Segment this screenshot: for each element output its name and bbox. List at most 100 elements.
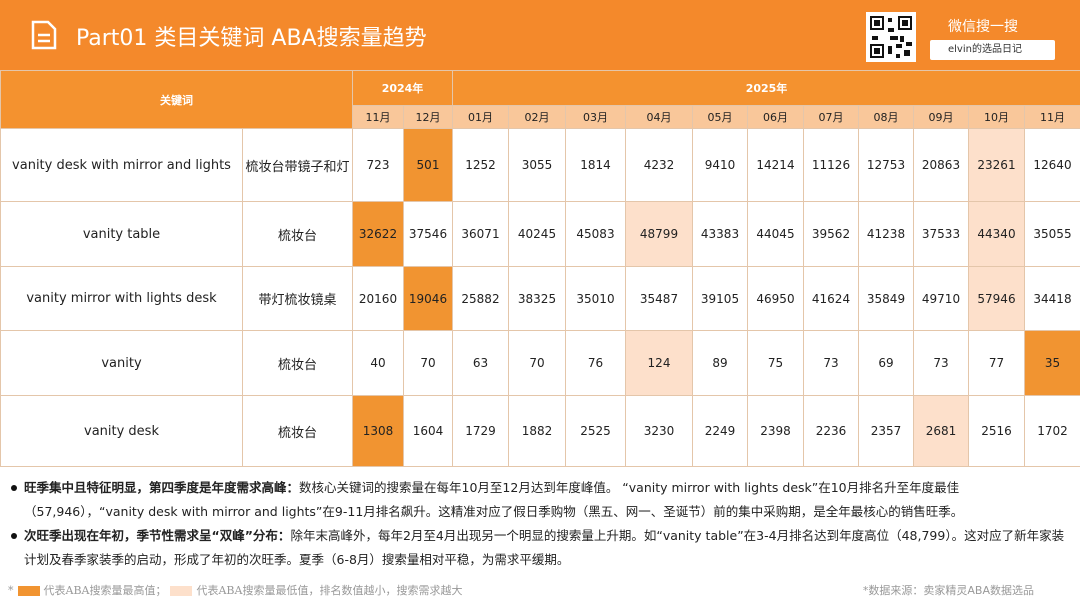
- rank-value: 35: [1024, 330, 1080, 396]
- year: 2025年: [452, 70, 1080, 106]
- rank-value: 2525: [565, 395, 626, 467]
- rank-value: 39105: [692, 266, 748, 331]
- rank-value: 46950: [747, 266, 804, 331]
- note: 次旺季出现在年初，季节性需求呈“双峰”分布：除年末高峰外，每年2月至4月出现另一…: [10, 524, 1070, 572]
- rank-value: 41238: [858, 201, 914, 267]
- rank-value: 36071: [452, 201, 509, 267]
- source: *数据来源：卖家精灵ABA数据选品: [862, 584, 1034, 597]
- rank-value: 1729: [452, 395, 509, 467]
- month: 09月: [913, 105, 969, 129]
- row: vanity desk 梳妆台 1308 1604 1729 1882 2525 3230 22…: [0, 395, 1080, 467]
- rank-value: 34418: [1024, 266, 1080, 331]
- legend: * 代表ABA搜索量最高值； 代表ABA搜索量最低值，排名数值越小，搜索需求越大: [8, 584, 463, 597]
- rank-value: 48799: [625, 201, 693, 267]
- rank-value: 35487: [625, 266, 693, 331]
- rank-value: 1252: [452, 128, 509, 202]
- rank-value: 2398: [747, 395, 804, 467]
- month: 01月: [452, 105, 509, 129]
- month: 11月: [352, 105, 404, 129]
- month: 12月: [403, 105, 453, 129]
- keyword-cn: 梳妆台带镜子和灯: [242, 128, 353, 202]
- month: 04月: [625, 105, 693, 129]
- rank-value: 1604: [403, 395, 453, 467]
- search-text: elvin的选品日记: [948, 44, 1022, 55]
- month: 07月: [803, 105, 859, 129]
- rank-value: 63: [452, 330, 509, 396]
- rank-value: 45083: [565, 201, 626, 267]
- rank-value: 70: [403, 330, 453, 396]
- keyword: vanity mirror with lights desk: [0, 266, 243, 331]
- rank-value: 19046: [403, 266, 453, 331]
- rank-value: 57946: [968, 266, 1025, 331]
- rank-value: 44340: [968, 201, 1025, 267]
- keyword-cn: 带灯梳妆镜桌: [242, 266, 353, 331]
- rank-value: 124: [625, 330, 693, 396]
- row: vanity 梳妆台 40 70 63 70 76 124 89 75 73 69 73 77 35: [0, 330, 1080, 396]
- table: 关键词 2024年 2025年 11月 12月 01月 02月 03月 04月 05月 06月 07…: [0, 70, 1080, 467]
- min-swatch: [170, 586, 193, 596]
- keyword: vanity desk: [0, 395, 243, 467]
- legend-max: 代表ABA搜索量最高值；: [43, 584, 167, 597]
- rank-value: 723: [352, 128, 404, 202]
- rank-value: 1702: [1024, 395, 1080, 467]
- keyword: vanity table: [0, 201, 243, 267]
- search-box[interactable]: elvin的选品日记: [930, 40, 1055, 60]
- rank-value: 1882: [508, 395, 566, 467]
- month: 10月: [968, 105, 1025, 129]
- keyword-cn: 梳妆台: [242, 330, 353, 396]
- month: 03月: [565, 105, 626, 129]
- note-text: 除年末高峰外，每年2月至4月出现另一个明显的搜索量上升期。如“vanity ta…: [24, 528, 1065, 567]
- rank-value: 9410: [692, 128, 748, 202]
- rank-value: 35055: [1024, 201, 1080, 267]
- rank-value: 32622: [352, 201, 404, 267]
- note: 旺季集中且特征明显，第四季度是年度需求高峰：数核心关键词的搜索量在每年10月至1…: [10, 476, 1070, 524]
- title: Part01 类目关键词 ABA搜索量趋势: [76, 26, 427, 51]
- rank-value: 49710: [913, 266, 969, 331]
- month: 02月: [508, 105, 566, 129]
- rank-value: 4232: [625, 128, 693, 202]
- rank-value: 70: [508, 330, 566, 396]
- rank-value: 2516: [968, 395, 1025, 467]
- year: 2024年: [352, 70, 453, 106]
- rank-value: 2357: [858, 395, 914, 467]
- rank-value: 3230: [625, 395, 693, 467]
- rank-value: 39562: [803, 201, 859, 267]
- rank-value: 73: [803, 330, 859, 396]
- rank-value: 2236: [803, 395, 859, 467]
- rank-value: 43383: [692, 201, 748, 267]
- row: vanity desk with mirror and lights 梳妆台带镜子…: [0, 128, 1080, 202]
- rank-value: 37533: [913, 201, 969, 267]
- month: 11月: [1024, 105, 1080, 129]
- rank-value: 69: [858, 330, 914, 396]
- rank-value: 1308: [352, 395, 404, 467]
- rank-value: 12640: [1024, 128, 1080, 202]
- note-text: 数核心关键词的搜索量在每年10月至12月达到年度峰值。 “vanity mirr…: [24, 480, 964, 519]
- rank-value: 11126: [803, 128, 859, 202]
- month: 08月: [858, 105, 914, 129]
- rank-value: 73: [913, 330, 969, 396]
- keyword-cn: 梳妆台: [242, 395, 353, 467]
- keyword-header: 关键词: [0, 70, 353, 129]
- rank-value: 76: [565, 330, 626, 396]
- rank-value: 35010: [565, 266, 626, 331]
- rank-value: 38325: [508, 266, 566, 331]
- keyword: vanity: [0, 330, 243, 396]
- rank-value: 20863: [913, 128, 969, 202]
- rank-value: 41624: [803, 266, 859, 331]
- rank-value: 40245: [508, 201, 566, 267]
- rank-value: 12753: [858, 128, 914, 202]
- row: vanity mirror with lights desk 带灯梳妆镜桌 2016…: [0, 266, 1080, 331]
- rank-value: 75: [747, 330, 804, 396]
- rank-value: 25882: [452, 266, 509, 331]
- month: 06月: [747, 105, 804, 129]
- rank-value: 14214: [747, 128, 804, 202]
- rank-value: 23261: [968, 128, 1025, 202]
- rank-value: 44045: [747, 201, 804, 267]
- keyword-cn: 梳妆台: [242, 201, 353, 267]
- rank-value: 77: [968, 330, 1025, 396]
- month: 05月: [692, 105, 748, 129]
- keyword: vanity desk with mirror and lights: [0, 128, 243, 202]
- rank-value: 35849: [858, 266, 914, 331]
- row: vanity table 梳妆台 32622 37546 36071 40245 45083…: [0, 201, 1080, 267]
